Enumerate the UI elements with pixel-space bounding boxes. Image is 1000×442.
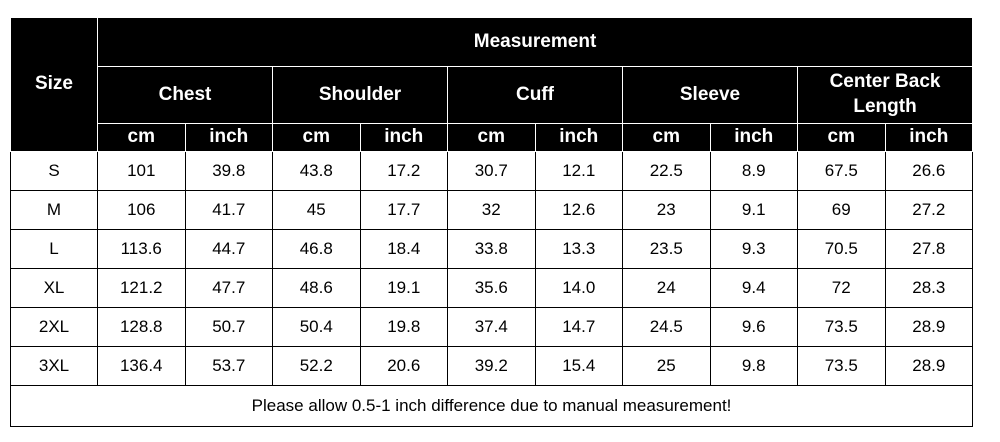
- size-table: Size Measurement Chest Shoulder Cuff Sleeve Ce…: [9, 17, 974, 427]
- measurement-cell: 52.2: [272, 346, 361, 386]
- table-title: Measurement: [96, 17, 974, 67]
- measurement-cell: 20.6: [359, 346, 448, 386]
- measurement-cell: 9.8: [709, 346, 798, 386]
- size-label: 3XL: [10, 346, 98, 386]
- measurement-cell: 121.2: [97, 268, 186, 308]
- measurement-cell: 27.2: [884, 190, 974, 230]
- unit-header: inch: [709, 123, 798, 152]
- group-header: Chest: [97, 66, 273, 124]
- measurement-cell: 45: [272, 190, 361, 230]
- unit-header: cm: [272, 123, 361, 152]
- measurement-cell: 50.4: [272, 307, 361, 347]
- group-header: Shoulder: [272, 66, 448, 124]
- measurement-cell: 67.5: [797, 151, 886, 191]
- unit-header: inch: [359, 123, 448, 152]
- measurement-cell: 26.6: [884, 151, 974, 191]
- size-label: M: [10, 190, 98, 230]
- measurement-cell: 73.5: [797, 346, 886, 386]
- unit-header: cm: [797, 123, 886, 152]
- measurement-cell: 128.8: [97, 307, 186, 347]
- measurement-cell: 28.9: [884, 346, 974, 386]
- size-label: XL: [10, 268, 98, 308]
- measurement-cell: 19.1: [359, 268, 448, 308]
- measurement-cell: 22.5: [622, 151, 711, 191]
- size-header: Size: [10, 17, 98, 152]
- note: Please allow 0.5-1 inch difference due t…: [9, 385, 974, 427]
- measurement-cell: 12.6: [534, 190, 623, 230]
- measurement-cell: 17.2: [359, 151, 448, 191]
- measurement-cell: 136.4: [97, 346, 186, 386]
- measurement-cell: 48.6: [272, 268, 361, 308]
- measurement-cell: 13.3: [534, 229, 623, 269]
- measurement-cell: 37.4: [447, 307, 536, 347]
- unit-row: cm inch cm inch cm inch cm inch cm inch: [11, 123, 974, 152]
- data-row: 3XL 136.4 53.7 52.2 20.6 39.2 15.4 25 9.8 73.5 28.…: [10, 346, 974, 386]
- measurement-cell: 53.7: [184, 346, 273, 386]
- data-row: XL 121.2 47.7 48.6 19.1 35.6 14.0 24 9.4 72 28.3: [10, 268, 974, 308]
- group-header: Sleeve: [622, 66, 798, 124]
- measurement-cell: 39.8: [184, 151, 273, 191]
- unit-header: cm: [447, 123, 536, 152]
- measurement-cell: 14.0: [534, 268, 623, 308]
- measurement-cell: 39.2: [447, 346, 536, 386]
- measurement-cell: 9.6: [709, 307, 798, 347]
- unit-header: cm: [97, 123, 186, 152]
- measurement-cell: 8.9: [709, 151, 798, 191]
- measurement-cell: 23.5: [622, 229, 711, 269]
- measurement-cell: 23: [622, 190, 711, 230]
- data-row: M 106 41.7 45 17.7 32 12.6 23 9.1 69 27.2: [10, 190, 974, 230]
- measurement-cell: 24: [622, 268, 711, 308]
- table-body: Size Measurement Chest Shoulder Cuff Sleeve Ce…: [9, 17, 974, 427]
- measurement-cell: 27.8: [884, 229, 974, 269]
- data-row: 2XL 128.8 50.7 50.4 19.8 37.4 14.7 24.5 9.6 73.5 2…: [10, 307, 974, 347]
- unit-header: cm: [622, 123, 711, 152]
- measurement-cell: 70.5: [797, 229, 886, 269]
- measurement-cell: 28.9: [884, 307, 974, 347]
- measurement-cell: 9.3: [709, 229, 798, 269]
- measurement-cell: 46.8: [272, 229, 361, 269]
- measurement-cell: 12.1: [534, 151, 623, 191]
- unit-header: inch: [184, 123, 273, 152]
- group-row: Chest Shoulder Cuff Sleeve Center Back Lengt…: [11, 66, 974, 124]
- unit-header: inch: [534, 123, 623, 152]
- measurement-cell: 25: [622, 346, 711, 386]
- measurement-cell: 24.5: [622, 307, 711, 347]
- measurement-cell: 15.4: [534, 346, 623, 386]
- measurement-cell: 101: [97, 151, 186, 191]
- measurement-cell: 69: [797, 190, 886, 230]
- size-label: L: [10, 229, 98, 269]
- measurement-cell: 19.8: [359, 307, 448, 347]
- measurement-cell: 44.7: [184, 229, 273, 269]
- measurement-cell: 50.7: [184, 307, 273, 347]
- group-header: Cuff: [447, 66, 623, 124]
- size-label: S: [10, 151, 98, 191]
- measurement-cell: 18.4: [359, 229, 448, 269]
- measurement-cell: 41.7: [184, 190, 273, 230]
- measurement-cell: 28.3: [884, 268, 974, 308]
- data-row: S 101 39.8 43.8 17.2 30.7 12.1 22.5 8.9 67.5 26.6: [10, 151, 974, 191]
- measurement-cell: 106: [97, 190, 186, 230]
- measurement-cell: 9.4: [709, 268, 798, 308]
- unit-header: inch: [884, 123, 974, 152]
- measurement-cell: 9.1: [709, 190, 798, 230]
- measurement-cell: 43.8: [272, 151, 361, 191]
- header-row: Size Measurement: [10, 17, 974, 152]
- measurement-cell: 14.7: [534, 307, 623, 347]
- measurement-cell: 113.6: [97, 229, 186, 269]
- measurement-cell: 32: [447, 190, 536, 230]
- measurement-cell: 47.7: [184, 268, 273, 308]
- measurement-cell: 30.7: [447, 151, 536, 191]
- measurement-cell: 35.6: [447, 268, 536, 308]
- note-row: Please allow 0.5-1 inch difference due t…: [9, 385, 974, 427]
- measurement-cell: 17.7: [359, 190, 448, 230]
- group-header: Center Back Length: [796, 66, 974, 124]
- measurement-cell: 73.5: [797, 307, 886, 347]
- measurement-cell: 33.8: [447, 229, 536, 269]
- measurement-cell: 72: [797, 268, 886, 308]
- data-row: L 113.6 44.7 46.8 18.4 33.8 13.3 23.5 9.3 70.5 27.…: [10, 229, 974, 269]
- size-label: 2XL: [10, 307, 98, 347]
